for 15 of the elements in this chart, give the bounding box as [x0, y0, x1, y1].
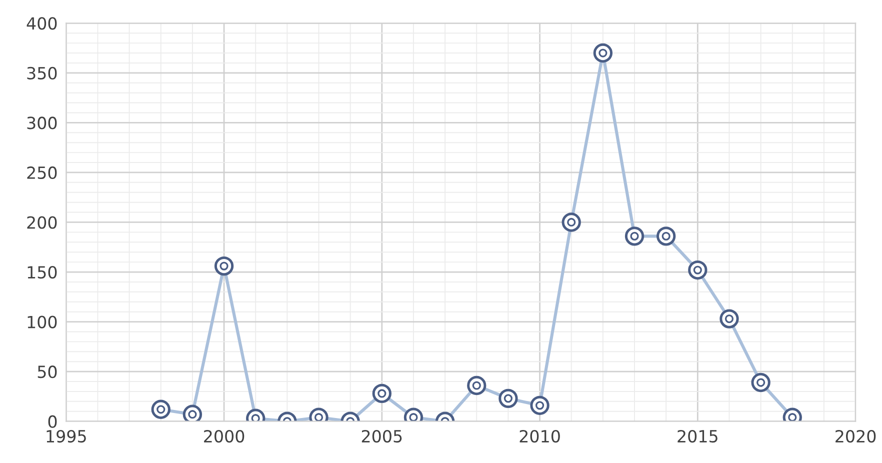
y-tick-label: 200	[27, 216, 57, 229]
y-tick-label: 150	[28, 266, 57, 279]
x-tick-label: 2010	[520, 430, 560, 443]
y-tick-label: 50	[38, 366, 57, 378]
y-tick-label: 300	[27, 116, 57, 130]
y-tick-label: 250	[27, 166, 57, 180]
y-tick-label: 400	[26, 17, 57, 30]
x-tick-label: 2020	[836, 430, 876, 443]
x-tick-label: 2015	[678, 430, 718, 443]
x-tick-label: 2000	[204, 430, 244, 443]
y-tick-label: 350	[27, 66, 57, 80]
x-tick-label: 2005	[362, 430, 402, 443]
x-tick-label: 1995	[46, 430, 86, 443]
y-tick-label: 0	[48, 415, 57, 428]
y-tick-label: 100	[28, 316, 57, 328]
